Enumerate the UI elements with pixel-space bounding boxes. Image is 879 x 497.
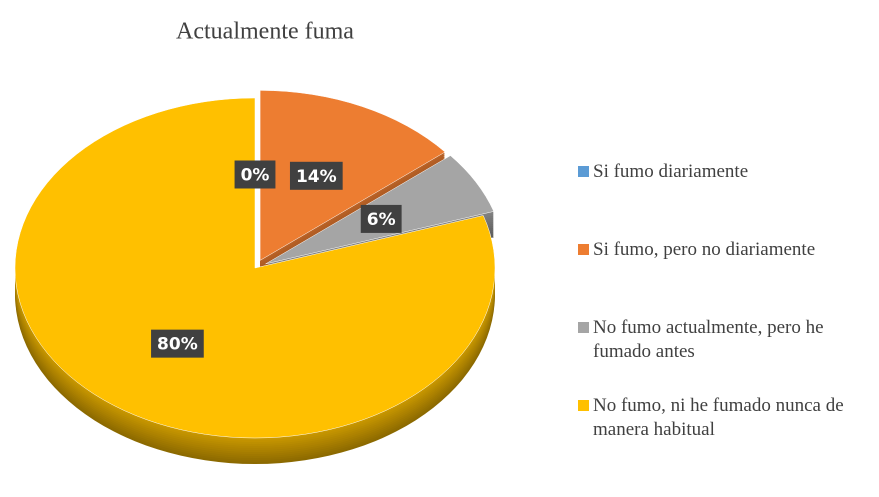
value-label: 0% [241, 166, 270, 186]
value-label: 80% [157, 335, 198, 355]
legend-label: Si fumo diariamente [593, 161, 749, 182]
legend-swatch [578, 400, 589, 411]
value-label-box [151, 329, 204, 358]
value-label-box [234, 160, 276, 189]
legend-label: Si fumo, pero no diariamente [593, 239, 816, 260]
legend-label: No fumo actualmente, pero he fumado ante… [593, 317, 824, 362]
slice [14, 97, 496, 439]
value-label-box [289, 161, 343, 190]
legend-swatch [578, 166, 589, 177]
value-label: 14% [296, 167, 337, 187]
legend-entry: No fumo actualmente, pero he fumado ante… [578, 316, 878, 394]
legend: Si fumo diariamente Si fumo, pero no diar… [578, 160, 878, 472]
legend-swatch [578, 244, 589, 255]
legend-entry: No fumo, ni he fumado nunca de manera ha… [578, 394, 878, 472]
legend-entry: Si fumo, pero no diariamente [578, 238, 878, 316]
chart-title: Actualmente fuma [176, 19, 354, 45]
value-label-box [360, 204, 402, 233]
value-label: 6% [367, 210, 396, 230]
legend-label: No fumo, ni he fumado nunca de manera ha… [593, 395, 844, 440]
legend-swatch [578, 322, 589, 333]
legend-entry: Si fumo diariamente [578, 160, 878, 238]
slice [259, 90, 446, 261]
chart: Actualmente fuma 0% 14% 6% 80% [14, 19, 496, 465]
pie-tops [14, 90, 496, 439]
